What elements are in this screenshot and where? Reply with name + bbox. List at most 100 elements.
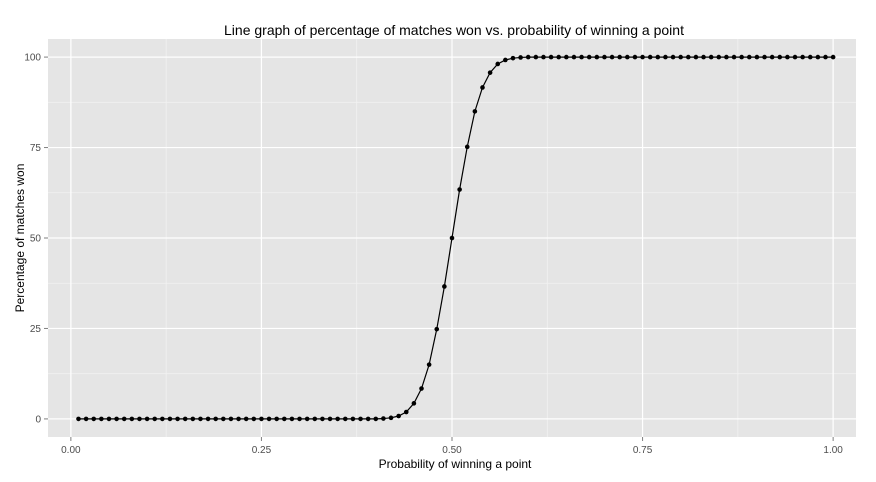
data-point xyxy=(785,54,790,60)
data-point xyxy=(365,416,371,422)
data-point xyxy=(381,416,386,421)
data-point xyxy=(312,416,318,422)
data-point xyxy=(701,54,706,60)
y-axis-title: Percentage of matches won xyxy=(13,164,27,313)
data-point xyxy=(830,54,836,60)
data-point xyxy=(335,416,340,422)
x-axis-title: Probability of winning a point xyxy=(379,457,532,471)
data-point xyxy=(358,416,363,422)
data-point xyxy=(259,416,264,422)
data-point xyxy=(129,416,135,422)
data-point xyxy=(243,416,249,422)
data-point xyxy=(266,416,272,422)
data-point xyxy=(708,54,714,60)
y-axis-tick-labels: 0 25 50 75 100 xyxy=(24,53,41,426)
data-point xyxy=(426,362,432,367)
data-point xyxy=(571,54,577,60)
data-point xyxy=(686,54,691,60)
data-point xyxy=(396,413,401,419)
data-point xyxy=(442,284,447,289)
data-point xyxy=(114,416,119,422)
data-point xyxy=(602,54,607,60)
series-line xyxy=(78,56,834,420)
data-point xyxy=(617,54,622,60)
data-point xyxy=(472,109,478,114)
y-tick-label: 75 xyxy=(30,143,42,154)
x-tick-label: 0.50 xyxy=(442,445,462,456)
data-point xyxy=(434,326,440,332)
x-tick-label: 1.00 xyxy=(823,445,843,456)
data-point xyxy=(480,85,485,90)
x-tick-label: 0.00 xyxy=(61,445,81,456)
data-point xyxy=(342,416,348,422)
data-point xyxy=(403,409,409,415)
data-point xyxy=(137,416,142,422)
data-point xyxy=(487,70,493,75)
data-point xyxy=(541,54,546,60)
data-point xyxy=(221,416,226,422)
data-point xyxy=(190,416,196,422)
data-point xyxy=(716,54,722,60)
data-point xyxy=(647,54,653,60)
data-point xyxy=(464,144,470,150)
y-tick-label: 0 xyxy=(35,414,41,425)
data-point xyxy=(251,416,257,422)
series-points xyxy=(76,54,836,422)
data-point xyxy=(282,416,287,422)
data-point xyxy=(663,54,668,60)
data-point xyxy=(640,54,645,60)
data-point xyxy=(510,55,516,61)
data-point xyxy=(274,416,279,422)
data-point xyxy=(609,54,615,60)
x-tick-label: 0.75 xyxy=(633,445,653,456)
data-point xyxy=(388,415,394,421)
y-tick-label: 50 xyxy=(30,234,42,245)
data-point xyxy=(625,54,630,60)
data-point xyxy=(792,54,798,60)
data-point xyxy=(586,54,592,60)
data-point xyxy=(693,54,699,60)
data-point xyxy=(731,54,737,60)
data-point xyxy=(724,54,729,60)
data-point xyxy=(152,416,158,422)
data-point xyxy=(495,61,501,67)
data-point xyxy=(297,416,302,422)
data-point xyxy=(503,57,508,63)
x-tick-label: 0.25 xyxy=(252,445,272,456)
data-point xyxy=(304,416,310,422)
y-tick-label: 25 xyxy=(30,324,42,335)
data-point xyxy=(236,416,241,422)
data-point xyxy=(228,416,234,422)
data-point xyxy=(320,416,325,422)
data-point xyxy=(777,54,783,60)
data-point xyxy=(678,54,683,60)
data-point xyxy=(457,187,462,192)
data-point xyxy=(160,416,165,422)
data-point xyxy=(769,54,775,60)
data-point xyxy=(556,54,562,60)
data-point xyxy=(205,416,211,422)
data-point xyxy=(198,416,203,422)
data-point xyxy=(762,54,767,60)
data-point xyxy=(144,416,150,422)
data-point xyxy=(548,54,554,60)
data-point xyxy=(800,54,805,60)
data-point xyxy=(182,416,188,422)
data-point xyxy=(449,235,455,241)
data-point xyxy=(83,416,89,422)
data-point xyxy=(91,416,97,422)
data-point xyxy=(167,416,173,422)
y-tick-label: 100 xyxy=(24,53,41,64)
data-point xyxy=(106,416,112,422)
data-point xyxy=(76,416,81,422)
data-point xyxy=(373,416,379,422)
data-point xyxy=(655,54,661,60)
data-point xyxy=(670,54,676,60)
data-point xyxy=(525,54,531,60)
data-point xyxy=(807,54,813,60)
chart-title: Line graph of percentage of matches won … xyxy=(224,22,684,38)
data-point xyxy=(739,54,744,60)
data-point xyxy=(579,54,584,60)
